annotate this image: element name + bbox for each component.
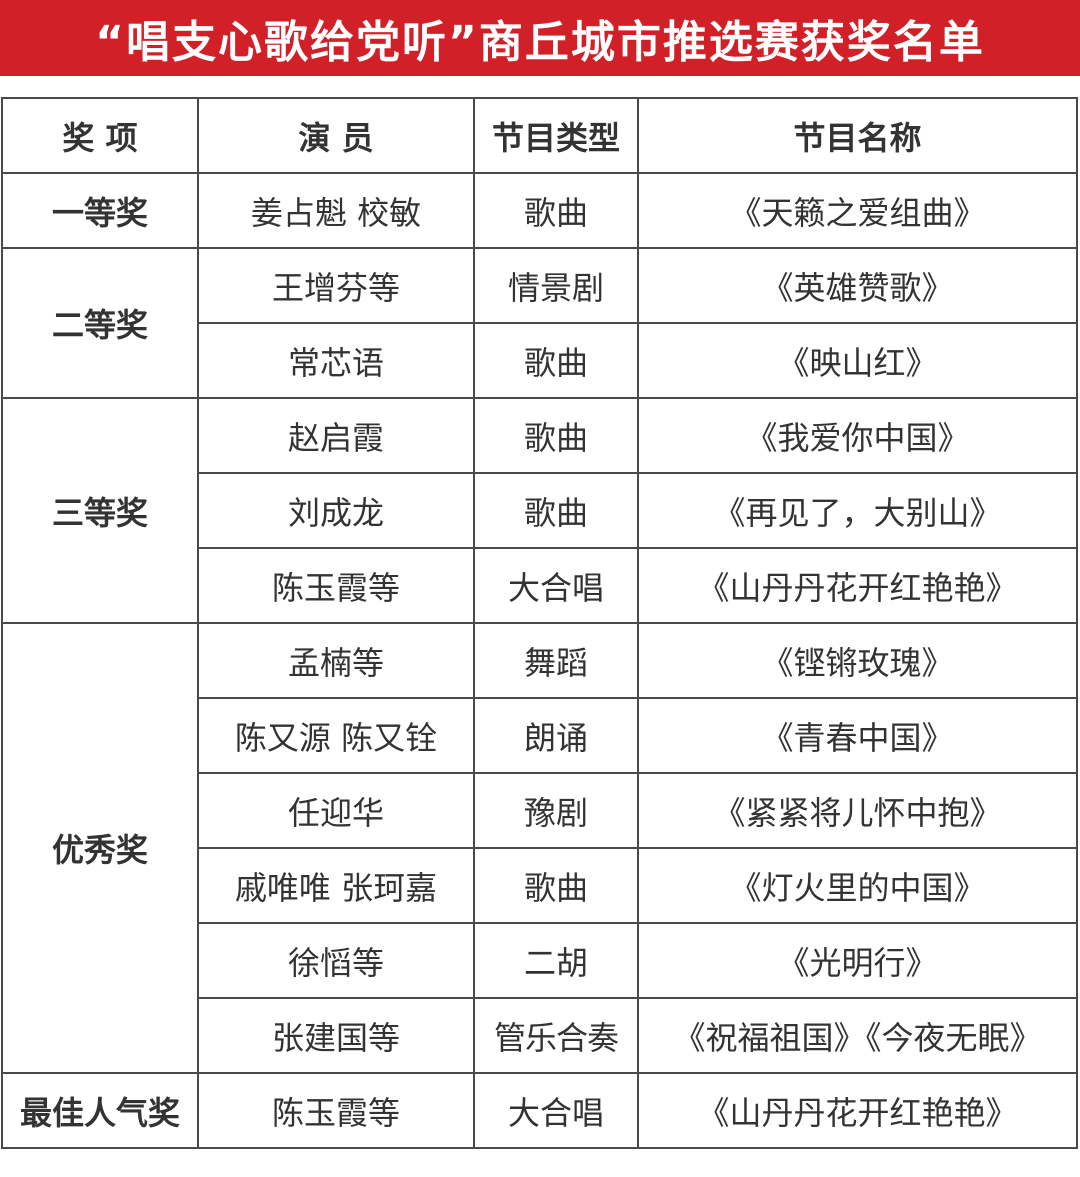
type-cell: 歌曲 bbox=[473, 847, 639, 924]
type-cell: 歌曲 bbox=[473, 397, 639, 474]
type-cell: 大合唱 bbox=[473, 547, 639, 624]
award-cell: 二等奖 bbox=[1, 247, 199, 399]
table-row: 徐慆等 二胡 《光明行》 bbox=[2, 922, 1078, 999]
table-row: 陈又源 陈又铨 朗诵 《青春中国》 bbox=[2, 697, 1078, 774]
table-row: 三等奖 赵启霞 歌曲 《我爱你中国》 bbox=[1, 397, 1078, 624]
program-cell: 《天籁之爱组曲》 bbox=[637, 172, 1078, 249]
performer-cell: 张建国等 bbox=[197, 997, 475, 1074]
award-cell: 一等奖 bbox=[1, 172, 199, 249]
header-award: 奖 项 bbox=[1, 97, 199, 174]
program-cell: 《祝福祖国》《今夜无眠》 bbox=[637, 997, 1078, 1074]
table-row: 刘成龙 歌曲 《再见了，大别山》 bbox=[2, 472, 1078, 549]
table-row: 二等奖 王增芬等 情景剧 《英雄赞歌》 bbox=[1, 247, 1078, 399]
program-cell: 《我爱你中国》 bbox=[637, 397, 1078, 474]
performer-cell: 姜占魁 校敏 bbox=[197, 172, 475, 249]
performer-cell: 陈玉霞等 bbox=[197, 547, 475, 624]
program-cell: 《光明行》 bbox=[637, 922, 1078, 999]
program-cell: 《映山红》 bbox=[637, 322, 1078, 399]
table-row: 常芯语 歌曲 《映山红》 bbox=[2, 322, 1078, 399]
program-cell: 《紧紧将儿怀中抱》 bbox=[637, 772, 1078, 849]
type-cell: 歌曲 bbox=[473, 172, 639, 249]
award-cell: 优秀奖 bbox=[1, 622, 199, 1074]
award-cell: 最佳人气奖 bbox=[1, 1072, 199, 1149]
type-cell: 舞蹈 bbox=[473, 622, 639, 699]
header-performer: 演 员 bbox=[197, 97, 475, 174]
performer-cell: 徐慆等 bbox=[197, 922, 475, 999]
award-table: 奖 项 演 员 节目类型 节目名称 一等奖 姜占魁 校敏 歌曲 《天籁之爱组曲》 二等奖… bbox=[1, 97, 1078, 1149]
table-row: 陈玉霞等 大合唱 《山丹丹花开红艳艳》 bbox=[2, 547, 1078, 624]
page-title: “唱支心歌给党听”商丘城市推选赛获奖名单 bbox=[0, 0, 1080, 76]
table-row: 优秀奖 孟楠等 舞蹈 《铿锵玫瑰》 bbox=[1, 622, 1078, 1074]
type-cell: 歌曲 bbox=[473, 472, 639, 549]
header-program: 节目名称 bbox=[637, 97, 1078, 174]
program-cell: 《山丹丹花开红艳艳》 bbox=[637, 1072, 1078, 1149]
type-cell: 情景剧 bbox=[473, 247, 639, 324]
type-cell: 二胡 bbox=[473, 922, 639, 999]
type-cell: 豫剧 bbox=[473, 772, 639, 849]
performer-cell: 陈又源 陈又铨 bbox=[197, 697, 475, 774]
table-row: 张建国等 管乐合奏 《祝福祖国》《今夜无眠》 bbox=[2, 997, 1078, 1074]
type-cell: 朗诵 bbox=[473, 697, 639, 774]
table-row: 戚唯唯 张珂嘉 歌曲 《灯火里的中国》 bbox=[2, 847, 1078, 924]
program-cell: 《青春中国》 bbox=[637, 697, 1078, 774]
type-cell: 大合唱 bbox=[473, 1072, 639, 1149]
type-cell: 管乐合奏 bbox=[473, 997, 639, 1074]
program-cell: 《英雄赞歌》 bbox=[637, 247, 1078, 324]
type-cell: 歌曲 bbox=[473, 322, 639, 399]
performer-cell: 陈玉霞等 bbox=[197, 1072, 475, 1149]
table-header-row: 奖 项 演 员 节目类型 节目名称 bbox=[1, 97, 1078, 174]
table-row: 一等奖 姜占魁 校敏 歌曲 《天籁之爱组曲》 bbox=[1, 172, 1078, 249]
performer-cell: 刘成龙 bbox=[197, 472, 475, 549]
performer-cell: 赵启霞 bbox=[197, 397, 475, 474]
performer-cell: 常芯语 bbox=[197, 322, 475, 399]
program-cell: 《山丹丹花开红艳艳》 bbox=[637, 547, 1078, 624]
performer-cell: 孟楠等 bbox=[197, 622, 475, 699]
program-cell: 《灯火里的中国》 bbox=[637, 847, 1078, 924]
header-type: 节目类型 bbox=[473, 97, 639, 174]
award-cell: 三等奖 bbox=[1, 397, 199, 624]
table-row: 任迎华 豫剧 《紧紧将儿怀中抱》 bbox=[2, 772, 1078, 849]
program-cell: 《再见了，大别山》 bbox=[637, 472, 1078, 549]
program-cell: 《铿锵玫瑰》 bbox=[637, 622, 1078, 699]
performer-cell: 王增芬等 bbox=[197, 247, 475, 324]
performer-cell: 任迎华 bbox=[197, 772, 475, 849]
table-row: 最佳人气奖 陈玉霞等 大合唱 《山丹丹花开红艳艳》 bbox=[1, 1072, 1078, 1149]
performer-cell: 戚唯唯 张珂嘉 bbox=[197, 847, 475, 924]
